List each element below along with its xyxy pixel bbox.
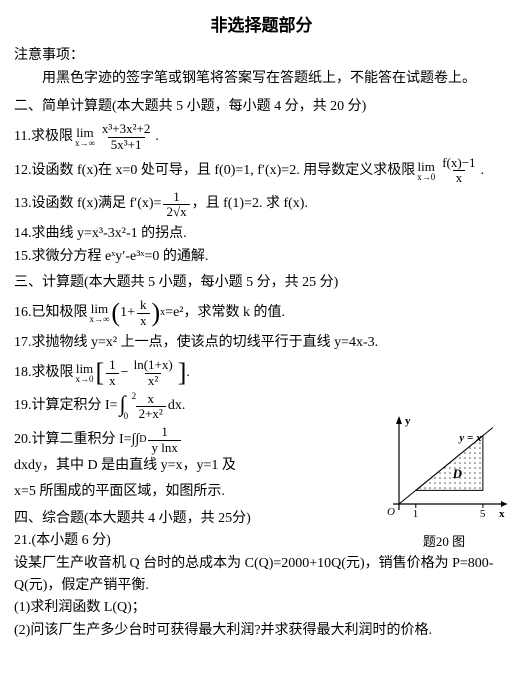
- q20-num: 1: [158, 425, 171, 439]
- notice-body: 用黑色字迹的签字笔或钢笔将答案写在答题纸上，不能答在试题卷上。: [14, 68, 509, 90]
- svg-text:1: 1: [413, 508, 419, 520]
- q20-text-a: 20.计算二重积分 I=∫∫: [14, 429, 139, 451]
- q20-figure: O 1 5 x y y = x D 题20 图: [379, 412, 509, 553]
- q11-num: x³+3x²+2: [99, 122, 153, 136]
- q11-text-a: 11.求极限: [14, 126, 73, 148]
- q13-text-b: ，且 f(1)=2. 求 f(x).: [192, 193, 308, 215]
- section2-heading: 二、简单计算题(本大题共 5 小题，每小题 4 分，共 20 分): [14, 96, 509, 118]
- q19-text-b: dx.: [168, 395, 186, 417]
- q19-hi: 2: [132, 389, 137, 403]
- q12-num: f(x)−1: [439, 156, 478, 170]
- q20-text-b: dxdy，其中 D 是由直线 y=x，y=1 及: [14, 455, 236, 477]
- q11-den: 5x³+1: [108, 137, 145, 152]
- rbracket-icon: ]: [178, 360, 187, 386]
- page-title: 非选择题部分: [14, 12, 509, 39]
- q12-limsub: x→0: [417, 173, 435, 182]
- q16-inner-den: x: [137, 313, 150, 328]
- q17: 17.求抛物线 y=x² 上一点，使该点的切线平行于直线 y=4x-3.: [14, 332, 509, 354]
- q15: 15.求微分方程 eˣy′-e³ˣ=0 的通解.: [14, 246, 509, 268]
- q13: 13.设函数 f(x)满足 f′(x)= 1 2√x ，且 f(1)=2. 求 …: [14, 190, 509, 220]
- q19-den: 2+x²: [136, 406, 166, 421]
- q18-end: .: [186, 362, 190, 384]
- q20-sub: D: [139, 432, 146, 448]
- rparen-icon: ): [152, 300, 161, 326]
- q13-den: 2√x: [163, 204, 189, 219]
- q16-inner-num: k: [137, 298, 150, 312]
- q20-den: y lnx: [148, 440, 180, 455]
- q18-minus: −: [121, 362, 129, 384]
- svg-text:5: 5: [480, 508, 486, 520]
- section3-heading: 三、计算题(本大题共 5 小题，每小题 5 分，共 25 分): [14, 272, 509, 294]
- q16: 16.已知极限 lim x→∞ ( 1+ k x ) x =e²，求常数 k 的…: [14, 298, 509, 328]
- q20-figure-caption: 题20 图: [379, 532, 509, 553]
- q12-den: x: [453, 170, 466, 185]
- q12: 12.设函数 f(x)在 x=0 处可导，且 f(0)=1, f′(x)=2. …: [14, 156, 509, 186]
- notice-heading: 注意事项：: [14, 45, 509, 67]
- lparen-icon: (: [111, 300, 120, 326]
- q18-limsub: x→0: [76, 375, 94, 384]
- q18: 18.求极限 lim x→0 [ 1 x − ln(1+x) x² ] .: [14, 358, 509, 388]
- svg-text:D: D: [452, 466, 463, 481]
- q11-limsub: x→∞: [75, 139, 95, 148]
- lbracket-icon: [: [96, 360, 105, 386]
- q20: 20.计算二重积分 I=∫∫ D 1 y lnx dxdy，其中 D 是由直线 …: [14, 425, 384, 477]
- q13-text-a: 13.设函数 f(x)满足 f′(x)=: [14, 193, 161, 215]
- q21-body: 设某厂生产收音机 Q 台时的总成本为 C(Q)=2000+10Q(元)，销售价格…: [14, 553, 509, 598]
- q19-lo: 0: [124, 409, 129, 423]
- q16-limsub: x→∞: [90, 315, 110, 324]
- q16-inner-a: 1+: [120, 302, 135, 324]
- q11-end: .: [155, 126, 159, 148]
- q11: 11.求极限 lim x→∞ x³+3x²+2 5x³+1 .: [14, 122, 509, 152]
- q14: 14.求曲线 y=x³-3x²-1 的拐点.: [14, 223, 509, 245]
- q18-text-a: 18.求极限: [14, 362, 74, 384]
- svg-text:y = x: y = x: [457, 432, 482, 444]
- q21-p2: (2)问该厂生产多少台时可获得最大利润?并求获得最大利润时的价格.: [14, 620, 509, 642]
- q20-svg: O 1 5 x y y = x D: [379, 412, 509, 522]
- q19-text-a: 19.计算定积分 I=: [14, 395, 118, 417]
- q12-text-a: 12.设函数 f(x)在 x=0 处可导，且 f(0)=1, f′(x)=2. …: [14, 160, 415, 182]
- q18-t1d: x: [106, 373, 119, 388]
- q18-t1: 1: [106, 358, 119, 372]
- svg-text:O: O: [387, 506, 395, 518]
- svg-text:y: y: [405, 415, 411, 427]
- q13-num: 1: [170, 190, 183, 204]
- q18-t2d: x²: [145, 373, 161, 388]
- q16-text-a: 16.已知极限: [14, 302, 88, 324]
- q12-lim: lim: [418, 160, 435, 173]
- q19-num: x: [144, 392, 157, 406]
- q18-t2: ln(1+x): [131, 358, 176, 372]
- q21-p1: (1)求利润函数 L(Q)；: [14, 597, 509, 619]
- q12-end: .: [481, 160, 485, 182]
- svg-text:x: x: [499, 508, 505, 520]
- q16-text-b: =e²，求常数 k 的值.: [165, 302, 285, 324]
